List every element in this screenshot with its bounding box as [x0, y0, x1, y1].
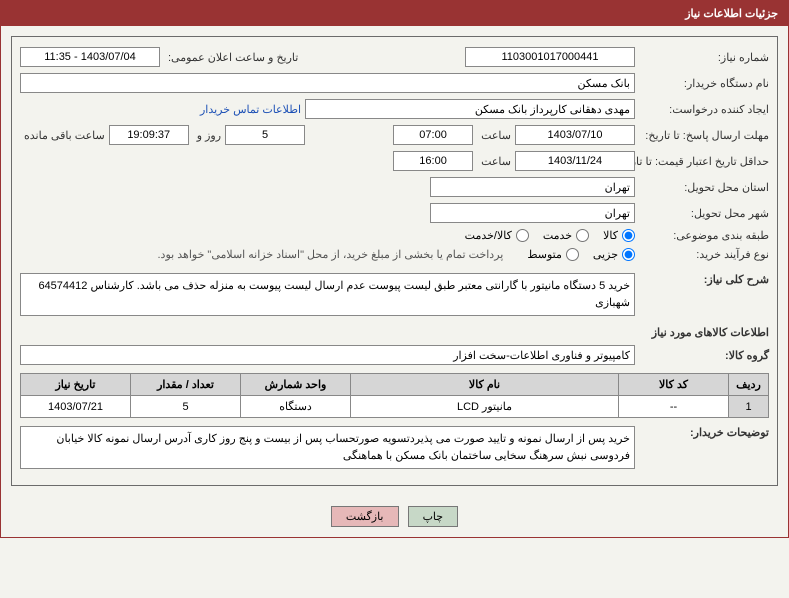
label-hour-2: ساعت [477, 155, 511, 168]
radio-service[interactable]: خدمت [543, 229, 589, 242]
label-response-deadline: مهلت ارسال پاسخ: تا تاریخ: [639, 129, 769, 142]
button-bar: چاپ بازگشت [1, 496, 788, 537]
th-qty: تعداد / مقدار [131, 374, 241, 396]
general-desc-field [20, 273, 635, 316]
label-days-and: روز و [193, 129, 221, 142]
back-button[interactable]: بازگشت [331, 506, 399, 527]
table-row: 1 -- مانیتور LCD دستگاه 5 1403/07/21 [21, 396, 769, 418]
label-validity: حداقل تاریخ اعتبار قیمت: تا تاریخ: [639, 155, 769, 168]
response-date-field [515, 125, 635, 145]
label-category: طبقه بندی موضوعی: [639, 229, 769, 242]
radio-both[interactable]: کالا/خدمت [465, 229, 529, 242]
remaining-days-field [225, 125, 305, 145]
validity-time-field [393, 151, 473, 171]
goods-group-field [20, 345, 635, 365]
label-general-desc: شرح کلی نیاز: [639, 273, 769, 286]
radio-partial[interactable]: جزیی [593, 248, 635, 261]
process-radio-group: جزیی متوسط [527, 248, 635, 261]
th-date: تاریخ نیاز [21, 374, 131, 396]
radio-goods[interactable]: کالا [603, 229, 635, 242]
label-process: نوع فرآیند خرید: [639, 248, 769, 261]
th-name: نام کالا [351, 374, 619, 396]
label-hour-1: ساعت [477, 129, 511, 142]
remaining-time-field [109, 125, 189, 145]
requester-field [305, 99, 635, 119]
goods-table: ردیف کد کالا نام کالا واحد شمارش تعداد /… [20, 373, 769, 418]
province-field [430, 177, 635, 197]
label-province: استان محل تحویل: [639, 181, 769, 194]
radio-medium[interactable]: متوسط [527, 248, 579, 261]
label-requester: ایجاد کننده درخواست: [639, 103, 769, 116]
form-panel: شماره نیاز: تاریخ و ساعت اعلان عمومی: نا… [11, 36, 778, 486]
category-radio-group: کالا خدمت کالا/خدمت [465, 229, 635, 242]
announce-dt-field [20, 47, 160, 67]
purchase-note: پرداخت تمام یا بخشی از مبلغ خرید، از محل… [158, 248, 504, 261]
label-hours-remaining: ساعت باقی مانده [20, 129, 105, 142]
main-panel: جزئیات اطلاعات نیاز شماره نیاز: تاریخ و … [0, 0, 789, 538]
contact-link[interactable]: اطلاعات تماس خریدار [200, 103, 301, 116]
label-goods-group: گروه کالا: [639, 349, 769, 362]
validity-date-field [515, 151, 635, 171]
buyer-notes-field [20, 426, 635, 469]
panel-header: جزئیات اطلاعات نیاز [1, 1, 788, 26]
th-code: کد کالا [619, 374, 729, 396]
label-announce-dt: تاریخ و ساعت اعلان عمومی: [164, 51, 298, 64]
th-row: ردیف [729, 374, 769, 396]
label-buyer-org: نام دستگاه خریدار: [639, 77, 769, 90]
response-time-field [393, 125, 473, 145]
request-no-field [465, 47, 635, 67]
label-request-no: شماره نیاز: [639, 51, 769, 64]
print-button[interactable]: چاپ [408, 506, 459, 527]
label-buyer-notes: توضیحات خریدار: [639, 426, 769, 439]
city-field [430, 203, 635, 223]
label-city: شهر محل تحویل: [639, 207, 769, 220]
th-unit: واحد شمارش [241, 374, 351, 396]
section-goods-info: اطلاعات کالاهای مورد نیاز [20, 326, 769, 339]
buyer-org-field [20, 73, 635, 93]
